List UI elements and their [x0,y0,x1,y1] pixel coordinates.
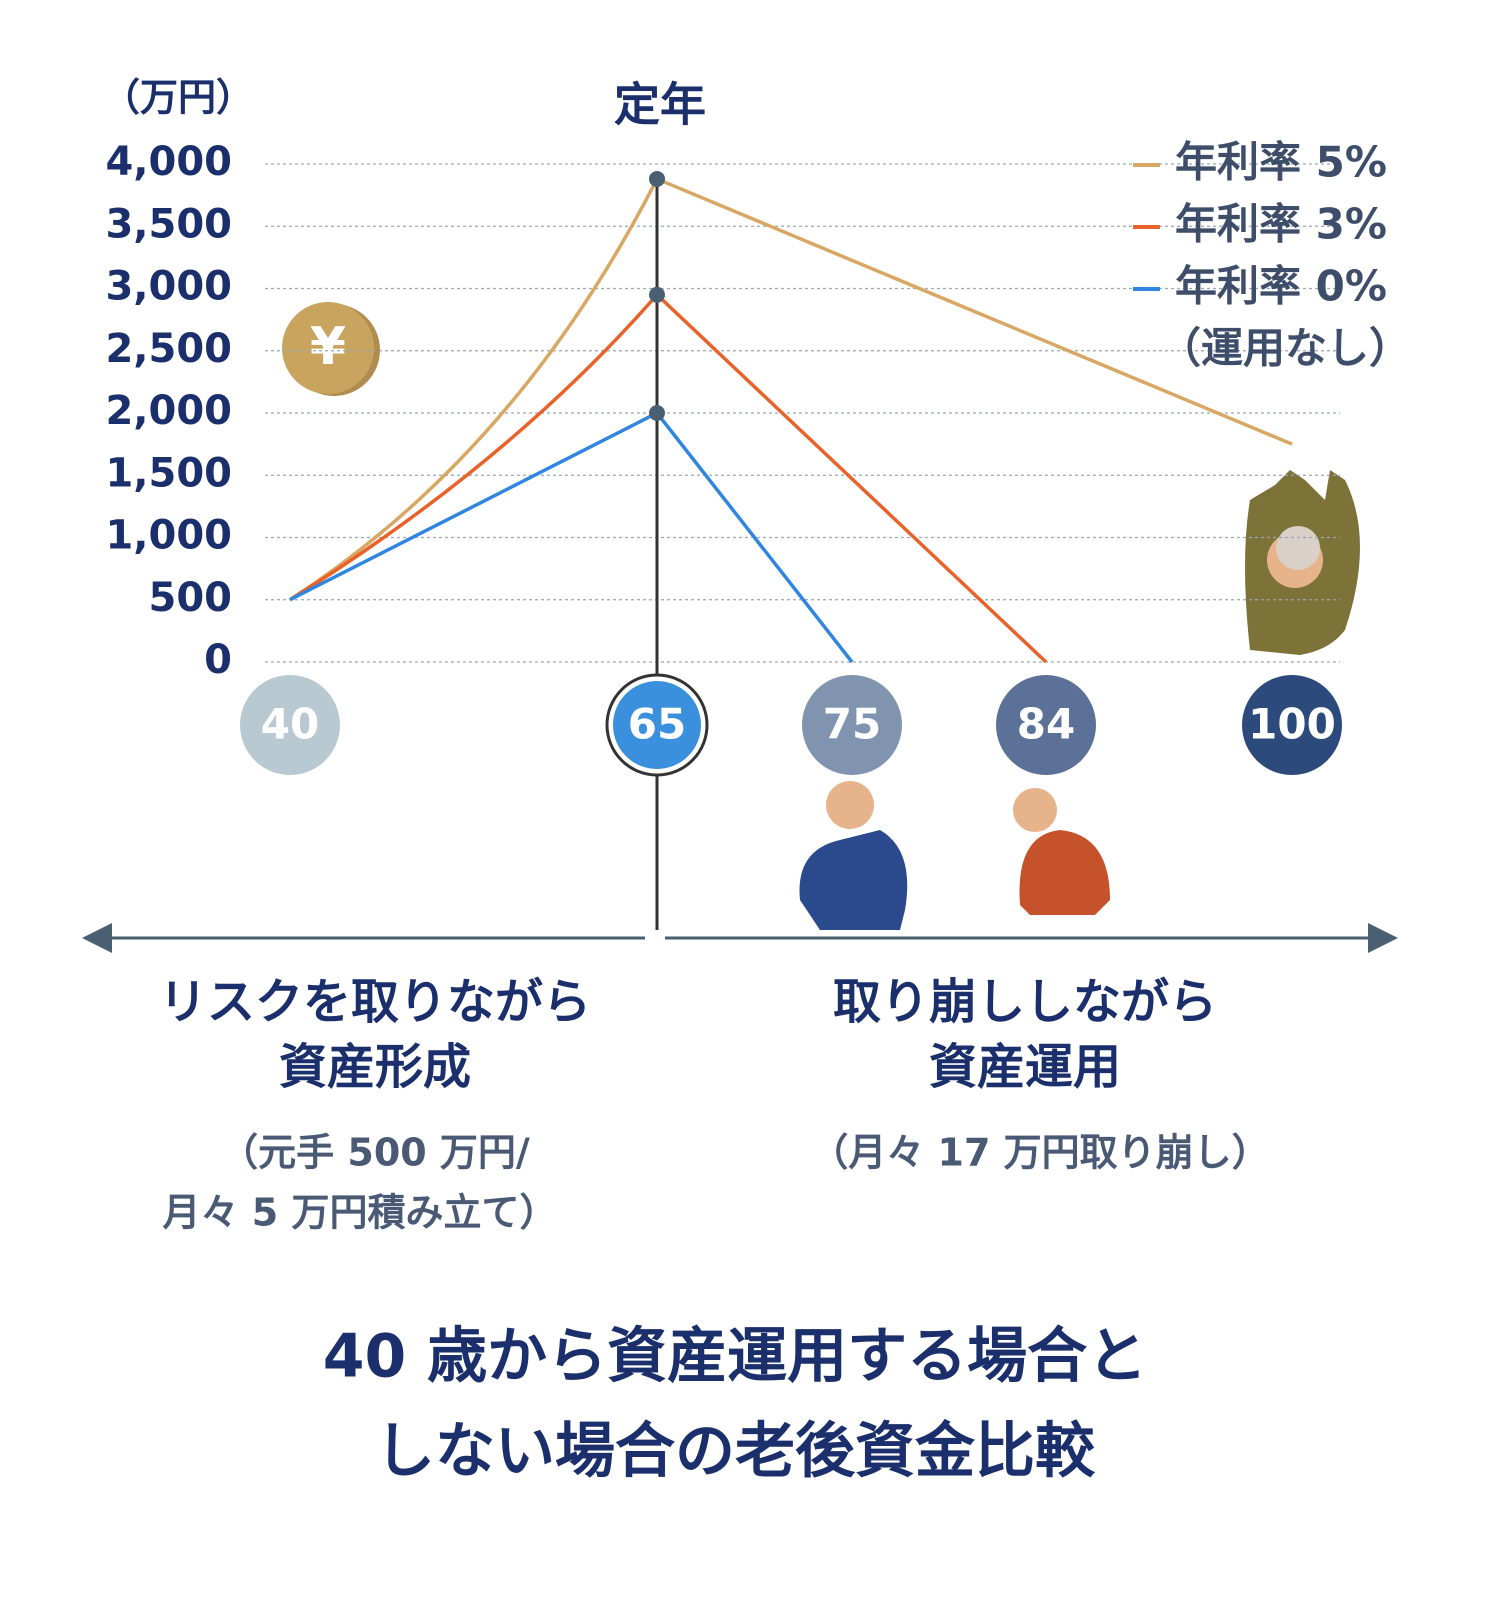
person-worried [799,781,908,930]
y-tick-label: 3,000 [105,264,232,310]
x-tick-label: 84 [1017,700,1075,749]
x-tick-circle [240,675,340,775]
y-tick-label: 1,000 [105,513,232,559]
legend-label: 年利率 3% [1175,200,1387,249]
x-tick-label: 75 [823,700,881,749]
yen-coin: ¥ [282,302,380,396]
y-axis-label: （万円） [102,76,254,120]
y-tick-label: 1,500 [105,450,232,496]
chart-title: しない場合の老後資金比較 [375,1417,1096,1487]
legend-note: （運用なし） [1159,324,1411,373]
phase-title: 資産運用 [929,1039,1121,1095]
series-line [289,292,1048,664]
phase-title: リスクを取りながら [159,974,591,1030]
chart-title: 40 歳から資産運用する場合と [323,1322,1147,1392]
x-tick-label: 100 [1248,700,1336,749]
phase-note: 月々 5 万円積み立て） [163,1191,558,1235]
phase-title: 取り崩ししながら [833,974,1217,1030]
y-tick-label: 0 [204,637,232,683]
phase-note: （元手 500 万円/ [220,1131,530,1175]
person-sad [1013,788,1110,915]
retirement-label: 定年 [614,78,706,132]
x-tick-label: 65 [628,700,686,749]
series-line [289,176,1293,602]
retirement-point [649,405,665,421]
x-tick-circle [613,681,701,769]
retirement-point [649,286,665,303]
y-tick-label: 4,000 [105,139,232,185]
y-tick-label: 2,000 [105,388,232,434]
retirement-point [649,170,665,187]
legend-label: 年利率 0% [1175,262,1387,311]
person-happy [1245,470,1360,655]
y-tick-label: 2,500 [105,326,232,372]
x-tick-circle [996,675,1096,775]
phase-note: （月々 17 万円取り崩し） [810,1131,1269,1175]
x-tick-circle [1242,675,1342,775]
phase-title: 資産形成 [279,1039,471,1095]
y-tick-label: 500 [149,575,233,621]
legend-label: 年利率 5% [1175,138,1387,187]
x-tick-label: 40 [261,700,319,749]
y-tick-label: 3,500 [105,201,232,247]
svg-text:¥: ¥ [310,317,346,377]
x-tick-circle [802,675,902,775]
